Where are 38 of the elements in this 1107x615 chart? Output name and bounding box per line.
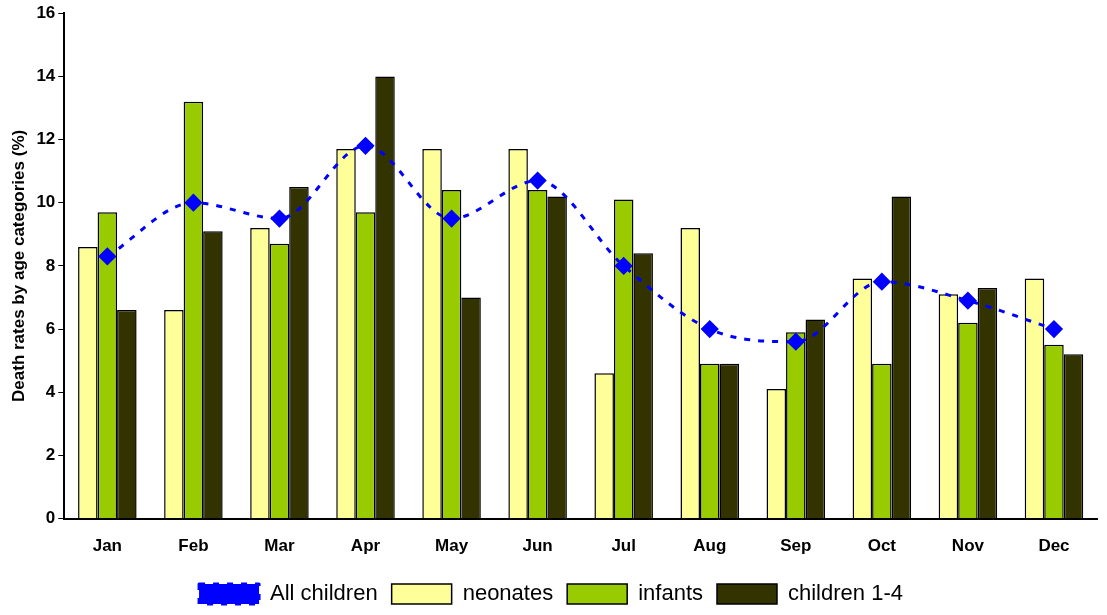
x-tick-label: Dec (1038, 536, 1070, 556)
y-tick-label: 6 (45, 318, 56, 338)
point (701, 320, 719, 338)
point (959, 292, 977, 310)
x-tick-label: Aug (693, 536, 727, 556)
legend-label: infants (638, 580, 704, 606)
point (787, 333, 805, 351)
x-tick-label: Jul (611, 536, 636, 556)
y-tick-label: 14 (36, 66, 56, 86)
y-axis-title: Death rates by age categories (%) (8, 129, 28, 402)
y-tick-label: 12 (36, 129, 56, 149)
x-tick-label: Apr (350, 536, 381, 556)
y-tick-label: 0 (45, 508, 56, 528)
x-tick-label: May (435, 536, 469, 556)
point (270, 210, 288, 228)
point (98, 247, 116, 265)
point (1045, 320, 1063, 338)
x-tick-label: Feb (178, 536, 209, 556)
point (529, 172, 547, 190)
x-tick-label: Sep (780, 536, 812, 556)
y-tick-label: 4 (45, 381, 56, 401)
legend-label: neonates (462, 580, 554, 606)
point (184, 194, 202, 212)
legend-label: children 1-4 (788, 580, 903, 606)
x-tick-label: Nov (951, 536, 985, 556)
x-tick-label: Mar (264, 536, 295, 556)
point (357, 137, 375, 155)
y-tick-label: 8 (45, 255, 56, 275)
point (615, 257, 633, 275)
x-tick-label: Jun (522, 536, 553, 556)
point (873, 273, 891, 291)
y-tick-label: 16 (36, 2, 56, 22)
y-tick-label: 2 (45, 445, 56, 465)
x-tick-label: Jan (92, 536, 122, 556)
point (443, 210, 461, 228)
y-tick-label: 10 (36, 192, 56, 212)
legend-label: All children (270, 580, 378, 606)
x-tick-label: Oct (867, 536, 897, 556)
